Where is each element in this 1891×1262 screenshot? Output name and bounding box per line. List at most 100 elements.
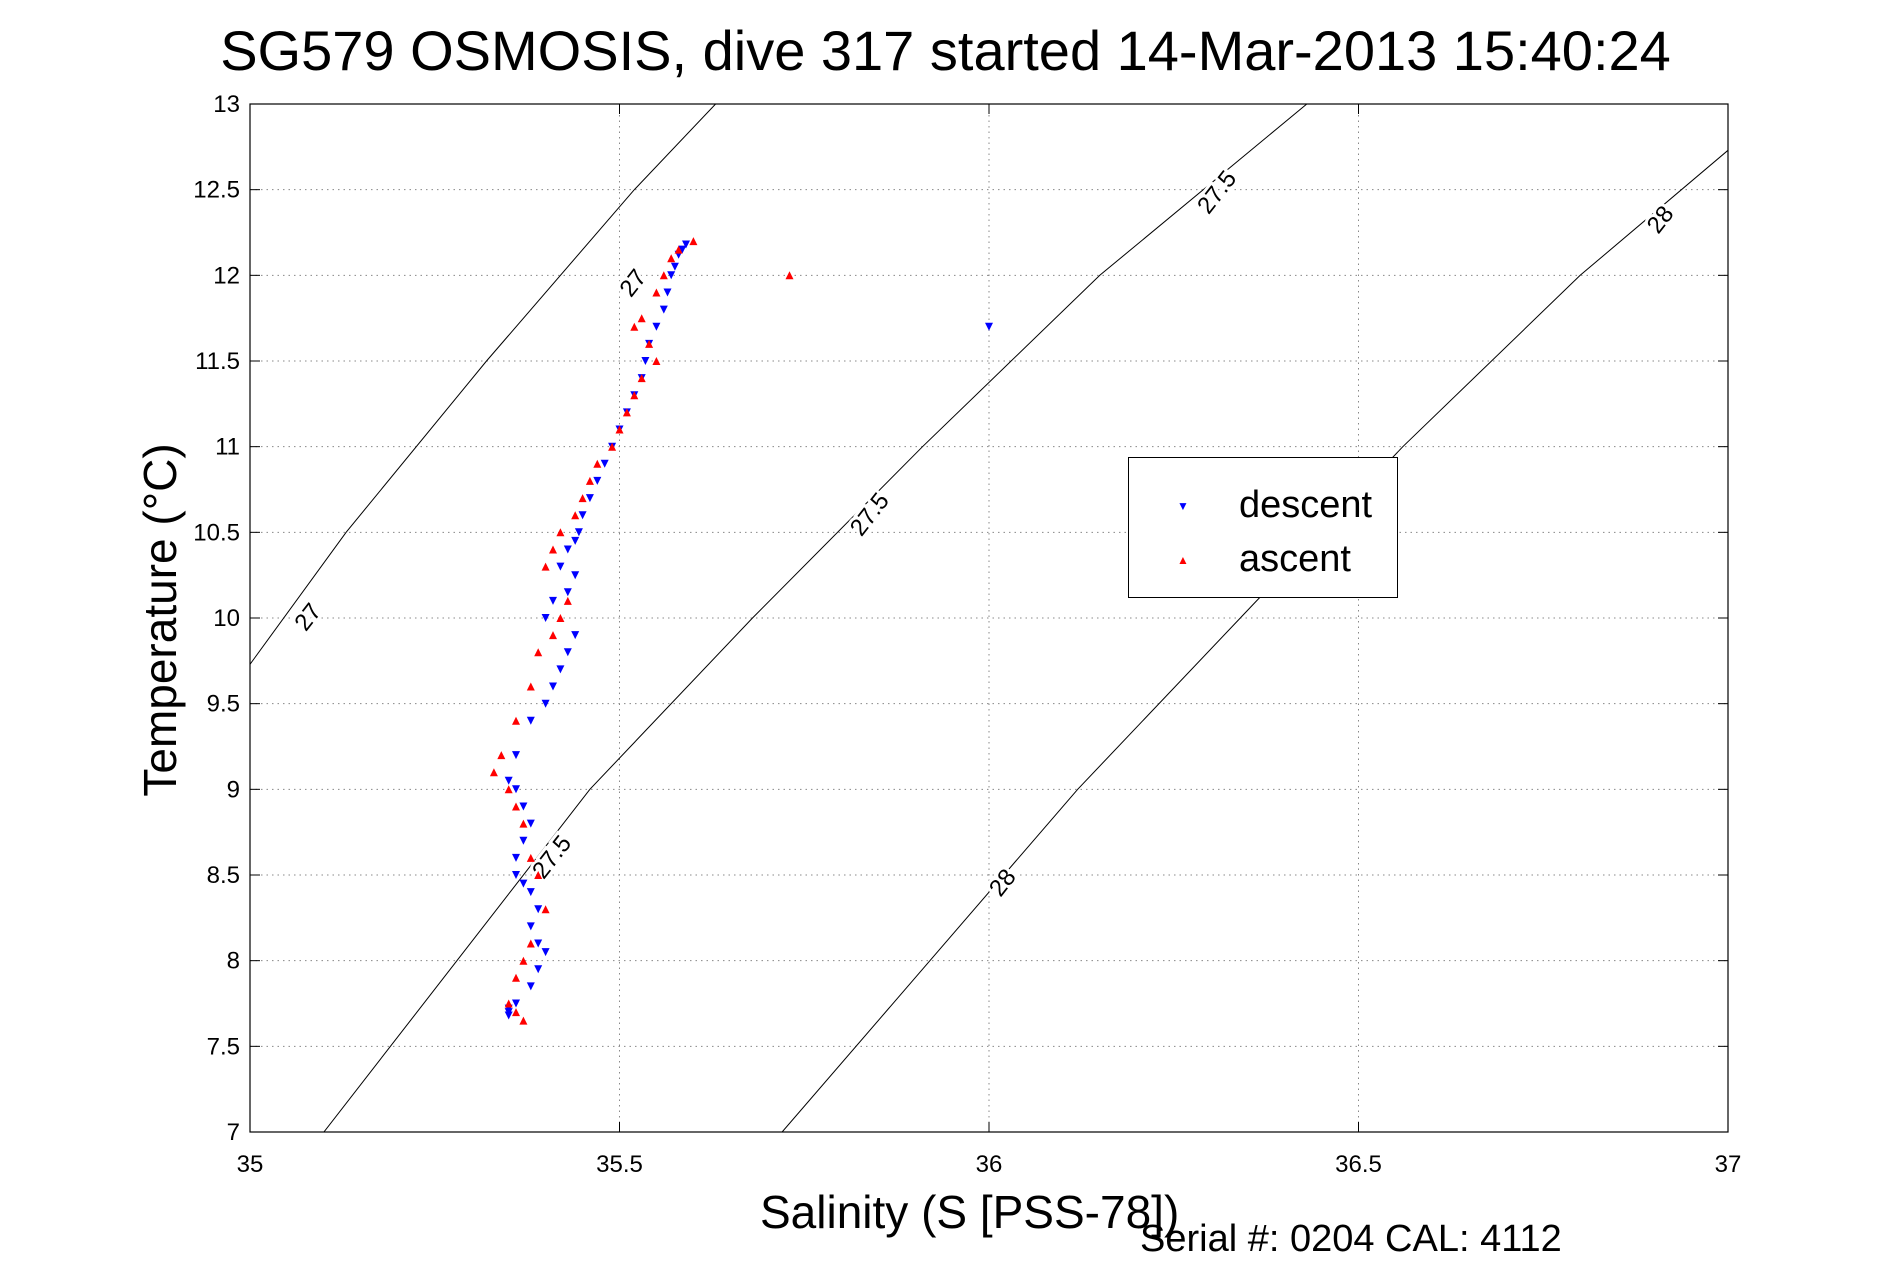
descent-point — [526, 922, 535, 931]
descent-point — [663, 288, 672, 297]
descent-point — [556, 665, 565, 674]
ascent-point — [541, 562, 550, 571]
ascent-point — [593, 459, 602, 468]
descent-point — [563, 545, 572, 554]
y-tick-label: 11.5 — [195, 348, 240, 375]
ascent-point — [519, 819, 528, 828]
descent-point — [519, 879, 528, 888]
ascent-point — [534, 648, 543, 657]
y-tick-label: 13 — [213, 91, 240, 118]
descent-point — [519, 802, 528, 811]
chart-title: SG579 OSMOSIS, dive 317 started 14-Mar-2… — [220, 19, 1671, 82]
x-axis-label: Salinity (S [PSS-78]) — [760, 1186, 1180, 1238]
ascent-point — [652, 288, 661, 297]
descent-point — [985, 322, 993, 331]
descent-point — [682, 240, 690, 249]
descent-point — [541, 948, 550, 957]
ascent-point — [578, 494, 587, 503]
ascent-point — [674, 245, 683, 254]
x-tick-label: 35.5 — [596, 1151, 643, 1178]
ascent-point — [512, 1008, 520, 1017]
descent-point — [534, 965, 543, 974]
descent-point — [667, 271, 676, 280]
density-contour-27 — [250, 104, 716, 665]
y-tick-label: 9 — [227, 776, 240, 803]
descent-point — [563, 588, 572, 597]
y-tick-label: 10.5 — [193, 519, 240, 546]
descent-point — [519, 836, 528, 845]
descent-point — [541, 699, 550, 708]
descent-marker-icon: ▼ — [1177, 499, 1189, 513]
ascent-point — [689, 237, 698, 246]
x-tick-label: 37 — [1715, 1151, 1742, 1178]
ascent-point — [652, 357, 661, 365]
legend: ▼ descent ▲ ascent — [1128, 457, 1398, 598]
descent-point — [571, 631, 580, 640]
y-tick-label: 12.5 — [193, 177, 240, 204]
legend-label-descent: descent — [1239, 484, 1373, 526]
ascent-point — [519, 1016, 528, 1025]
legend-item-ascent: ▲ ascent — [1129, 534, 1397, 584]
descent-point — [670, 262, 679, 271]
ascent-point — [489, 768, 498, 777]
descent-point — [534, 939, 543, 948]
ascent-point — [519, 956, 528, 965]
y-tick-label: 7 — [227, 1119, 240, 1146]
ascent-point — [645, 339, 654, 348]
serial-cal-annotation: Serial #: 0204 CAL: 4112 — [1140, 1218, 1562, 1260]
y-tick-label: 11 — [215, 434, 240, 461]
ascent-point — [637, 374, 646, 383]
legend-item-descent: ▼ descent — [1129, 480, 1397, 530]
ascent-point — [504, 999, 513, 1008]
descent-point — [578, 511, 587, 520]
descent-point — [556, 562, 565, 571]
descent-point — [659, 305, 668, 314]
ascent-point — [526, 682, 535, 691]
ascent-point — [534, 871, 543, 879]
contour-label: 27 — [615, 264, 653, 302]
ascent-point — [637, 314, 646, 323]
ascent-point — [608, 442, 617, 451]
descent-point — [526, 716, 535, 725]
contour-label: 27.5 — [527, 830, 577, 883]
ascent-point — [667, 254, 676, 263]
ascent-point — [563, 596, 572, 605]
y-tick-label: 8 — [227, 948, 240, 975]
ascent-point — [785, 271, 794, 280]
descent-point — [526, 819, 535, 828]
ascent-point — [512, 716, 520, 725]
ascent-point — [571, 511, 580, 520]
ascent-point — [549, 545, 557, 554]
descent-point — [549, 596, 557, 605]
contour-label: 28 — [1642, 201, 1680, 239]
ascent-point — [585, 476, 594, 485]
descent-point — [512, 853, 520, 862]
x-tick-label: 36 — [976, 1151, 1003, 1178]
density-contour-28 — [781, 149, 1728, 1132]
descent-point — [652, 322, 661, 331]
descent-point — [600, 459, 609, 468]
descent-point — [526, 888, 535, 897]
descent-point — [512, 999, 520, 1008]
descent-point — [678, 245, 687, 254]
descent-point — [563, 648, 572, 657]
ascent-point — [512, 802, 520, 811]
contour-label: 28 — [984, 864, 1022, 902]
descent-point — [512, 785, 520, 794]
legend-label-ascent: ascent — [1239, 538, 1351, 580]
ascent-point — [549, 631, 557, 640]
ascent-point — [504, 785, 513, 794]
contour-label: 27.5 — [845, 488, 895, 541]
density-contour-27-5 — [323, 104, 1308, 1132]
ascent-point — [615, 425, 624, 434]
ascent-point — [526, 939, 535, 948]
descent-point — [549, 682, 557, 691]
y-tick-label: 8.5 — [207, 862, 240, 889]
ascent-point — [512, 973, 520, 982]
descent-point — [574, 528, 583, 537]
descent-point — [571, 571, 580, 580]
y-tick-label: 9.5 — [207, 691, 240, 718]
ascent-point — [630, 322, 639, 331]
ascent-point — [526, 853, 535, 862]
